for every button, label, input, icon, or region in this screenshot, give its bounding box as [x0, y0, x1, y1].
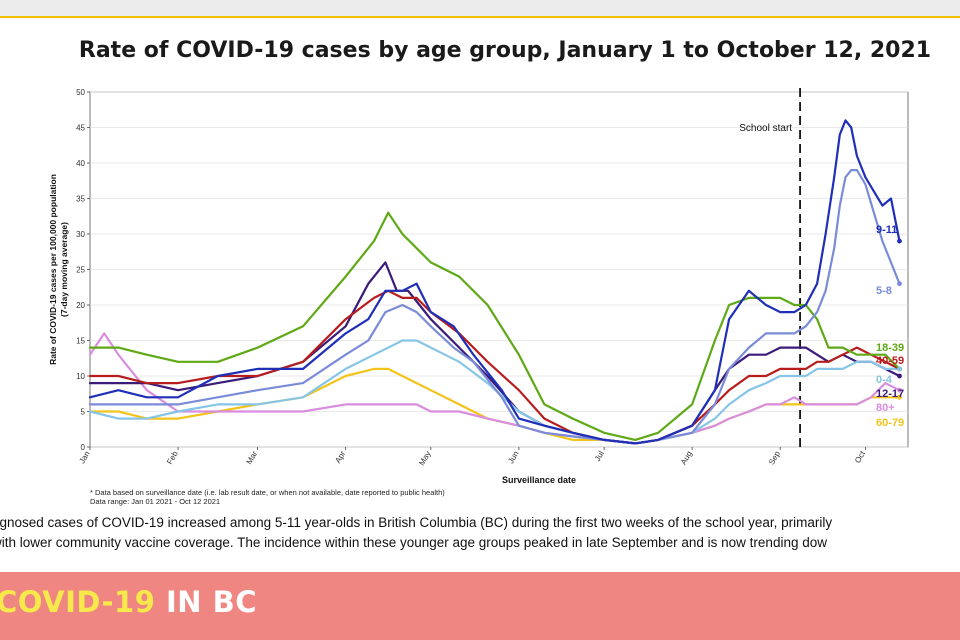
series-endpoint-60-79	[897, 394, 902, 400]
series-endpoint-0-4	[897, 366, 902, 372]
x-tick-label: Mar	[245, 449, 260, 466]
chart-title: Rate of COVID-19 cases by age group, Jan…	[78, 38, 932, 63]
footnote-2: Data range: Jan 01 2021 - Oct 12 2021	[90, 497, 221, 506]
y-tick-label: 0	[81, 443, 86, 452]
top-rule	[0, 0, 960, 18]
y-axis-label-line-1: Rate of COVID-19 cases per 100,000 popul…	[48, 174, 58, 365]
footnotes: * Data based on surveillance date (i.e. …	[90, 488, 445, 506]
x-tick-label: Jul	[593, 449, 606, 463]
y-tick-label: 50	[76, 88, 85, 97]
y-axis-label-line-2: (7-day moving average)	[59, 222, 69, 317]
series-label-0-4: 0-4	[876, 374, 893, 386]
x-tick-label: Sep	[767, 449, 782, 466]
series-endpoint-9-11	[897, 238, 902, 244]
series-line-18-39	[88, 211, 901, 441]
y-tick-label: 45	[76, 124, 85, 133]
y-tick-label: 10	[76, 372, 85, 381]
series-label-18-39: 18-39	[876, 342, 904, 354]
series-label-60-79: 60-79	[876, 417, 904, 429]
caption: agnosed cases of COVID-19 increased amon…	[0, 513, 960, 553]
banner-title-part-1: COVID-19	[0, 585, 156, 619]
y-tick-label: 40	[76, 159, 85, 168]
x-axis-label: Surveillance date	[502, 475, 576, 485]
school-start-label: School start	[739, 123, 792, 134]
x-tick-label: Aug	[679, 450, 694, 467]
caption-line-2: with lower community vaccine coverage. T…	[0, 535, 827, 550]
y-tick-label: 35	[76, 195, 85, 204]
y-tick-label: 30	[76, 230, 85, 239]
series-label-5-8: 5-8	[876, 285, 892, 297]
footnote-1: * Data based on surveillance date (i.e. …	[90, 488, 445, 497]
series-label-9-11: 9-11	[876, 224, 897, 236]
banner-title-part-2: IN BC	[166, 585, 258, 619]
series-label-12-17: 12-17	[876, 388, 904, 400]
series-line-9-11	[88, 119, 901, 445]
x-tick-label: Feb	[165, 449, 180, 466]
series-label-40-59: 40-59	[876, 355, 904, 367]
series-endpoint-80+	[897, 387, 902, 393]
x-tick-label: Oct	[853, 449, 867, 465]
banner: COVID-19 IN BC	[0, 572, 960, 640]
y-tick-label: 5	[81, 408, 86, 417]
series-endpoint-12-17	[897, 373, 902, 379]
caption-line-1: agnosed cases of COVID-19 increased amon…	[0, 515, 833, 530]
y-tick-label: 25	[76, 266, 85, 275]
x-tick-label: Apr	[333, 449, 347, 465]
y-tick-label: 15	[76, 337, 85, 346]
x-tick-label: May	[417, 450, 432, 468]
series-label-80+: 80+	[876, 402, 895, 414]
series-endpoint-5-8	[897, 281, 902, 287]
banner-title: COVID-19 IN BC	[0, 585, 257, 619]
x-tick-label: Jun	[506, 450, 520, 466]
y-tick-label: 20	[76, 301, 85, 310]
